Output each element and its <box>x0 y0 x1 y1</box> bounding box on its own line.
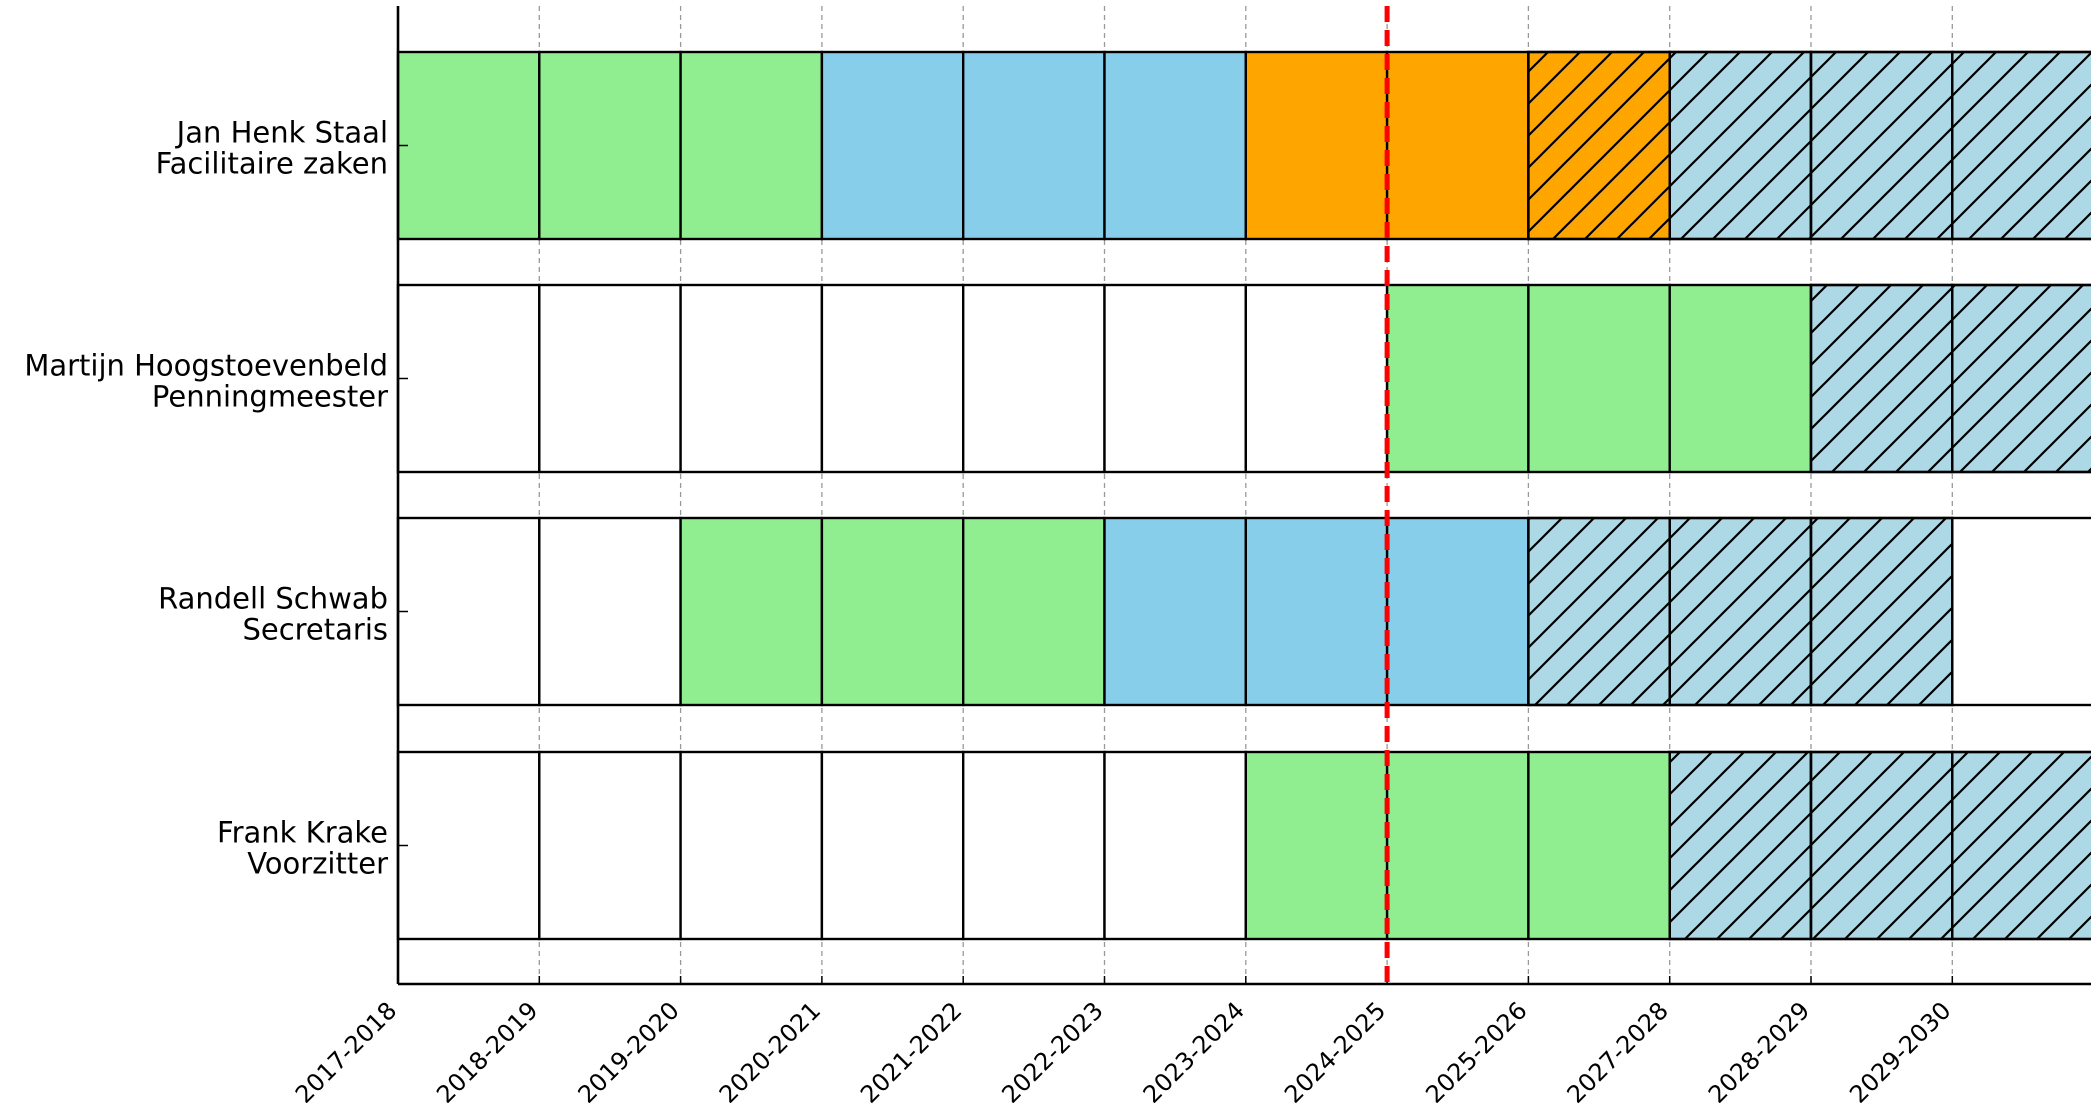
gantt-cell <box>1385 750 1530 941</box>
gantt-cell <box>1527 283 1671 474</box>
gantt-cell <box>820 516 965 707</box>
gantt-cell <box>1668 283 1813 474</box>
x-tick-label: 2028-2029 <box>1703 996 1815 1103</box>
gantt-cell <box>1103 283 1248 474</box>
gantt-cell <box>679 750 824 941</box>
gantt-cell-hatch <box>1809 516 1954 707</box>
cells-layer <box>396 50 2091 941</box>
row-label-name: Frank Krake <box>217 816 388 850</box>
x-tick-label: 2025-2026 <box>1420 996 1532 1103</box>
gantt-cell <box>396 750 541 941</box>
row-label-name: Martijn Hoogstoevenbeld <box>24 349 388 383</box>
gantt-cell-hatch <box>1951 750 2091 941</box>
gantt-cell <box>1385 283 1530 474</box>
gantt-cell-hatch <box>1951 50 2091 241</box>
x-tick-label: 2023-2024 <box>1138 996 1250 1103</box>
gantt-cell <box>538 516 682 707</box>
gantt-cell <box>1103 750 1248 941</box>
x-tick-label: 2027-2028 <box>1562 996 1674 1103</box>
gantt-cell <box>396 50 541 241</box>
gantt-cell <box>1103 50 1248 241</box>
x-tick-labels: 2017-2018 2018-2019 2019-2020 2020-2021 2021… <box>290 996 1957 1103</box>
gantt-cell <box>962 50 1106 241</box>
gantt-cell <box>679 50 824 241</box>
x-tick-label: 2022-2023 <box>996 996 1108 1103</box>
gantt-cell <box>1244 50 1389 241</box>
gantt-cell-hatch <box>1668 750 1813 941</box>
gantt-cell-hatch <box>1809 283 1954 474</box>
gantt-cell <box>962 750 1106 941</box>
gantt-cell-hatch <box>1527 516 1671 707</box>
x-tick-label: 2021-2022 <box>855 996 967 1103</box>
row-label-role: Secretaris <box>242 613 388 647</box>
gantt-cell <box>538 50 682 241</box>
gantt-cell <box>820 50 965 241</box>
x-tick-label: 2017-2018 <box>290 996 402 1103</box>
gantt-cell <box>1244 750 1389 941</box>
gantt-cell <box>1244 283 1389 474</box>
gantt-cell <box>1244 516 1389 707</box>
x-tick-label: 2018-2019 <box>431 996 543 1103</box>
x-tick-label: 2024-2025 <box>1279 996 1391 1103</box>
x-tick-label: 2019-2020 <box>573 996 685 1103</box>
gantt-cell <box>1527 750 1671 941</box>
gantt-cell <box>396 283 541 474</box>
row-label-name: Randell Schwab <box>158 582 388 616</box>
gantt-cell-hatch <box>1809 50 1954 241</box>
gantt-cell <box>962 283 1106 474</box>
row-label-name: Jan Henk Staal <box>175 116 388 150</box>
gantt-cell <box>1951 516 2091 707</box>
gantt-cell <box>962 516 1106 707</box>
gantt-cell <box>538 283 682 474</box>
gantt-cell <box>679 283 824 474</box>
gantt-cell-hatch <box>1809 750 1954 941</box>
gantt-cell <box>396 516 541 707</box>
axes-layer <box>396 6 2091 986</box>
gantt-cell <box>820 750 965 941</box>
gantt-cell-hatch <box>1668 516 1813 707</box>
gantt-cell <box>820 283 965 474</box>
gantt-cell-hatch <box>1951 283 2091 474</box>
row-label-role: Penningmeester <box>152 380 388 414</box>
gantt-cell <box>1103 516 1248 707</box>
gantt-cell <box>1385 50 1530 241</box>
row-label-role: Voorzitter <box>247 847 388 881</box>
x-tick-label: 2020-2021 <box>714 996 826 1103</box>
gantt-cell-hatch <box>1668 50 1813 241</box>
gantt-cell <box>538 750 682 941</box>
gantt-cell <box>679 516 824 707</box>
x-tick-label: 2029-2030 <box>1844 996 1956 1103</box>
row-label-role: Facilitaire zaken <box>156 147 388 181</box>
gantt-cell-hatch <box>1527 50 1671 241</box>
gantt-cell <box>1385 516 1530 707</box>
